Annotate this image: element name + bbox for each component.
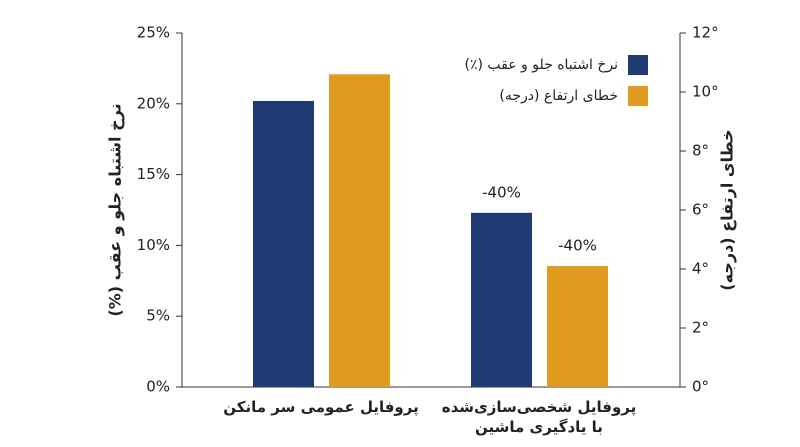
y-tick-label: 15% (137, 165, 170, 183)
bar (253, 100, 314, 387)
y-tick-label: 10% (137, 236, 170, 254)
y2-tick-label: 6° (692, 201, 709, 219)
bar (329, 74, 390, 388)
y2-tick-label: 4° (692, 260, 709, 278)
x-tick-label: پروفایل عمومی سر مانکن (223, 398, 419, 416)
y2-tick-label: 2° (692, 319, 709, 337)
y2-tick-label: 0° (692, 378, 709, 396)
legend-label: خطای ارتفاع (درجه) (499, 88, 618, 104)
legend-swatch (628, 86, 648, 106)
y2-tick-label: 12° (692, 24, 719, 42)
legend-swatch (628, 55, 648, 75)
y2-tick-label: 8° (692, 142, 709, 160)
y-axis-title: نرخ اشتباه جلو و عقب (%) (106, 103, 125, 316)
annotation: -40% (558, 237, 597, 255)
y2-axis-title: خطای ارتفاع (درجه) (718, 129, 737, 290)
legend-label: نرخ اشتباه جلو و عقب (٪) (465, 57, 619, 73)
y-tick-label: 20% (137, 94, 170, 112)
y-tick-label: 0% (146, 378, 170, 396)
x-tick-label: پروفایل شخصی‌سازی‌شده با یادگیری ماشین (441, 398, 637, 436)
y2-tick-label: 10° (692, 83, 719, 101)
annotation: -40% (482, 183, 521, 201)
bar (471, 212, 532, 387)
y-tick-label: 25% (137, 24, 170, 42)
bar (547, 266, 608, 387)
y-tick-label: 5% (146, 307, 170, 325)
